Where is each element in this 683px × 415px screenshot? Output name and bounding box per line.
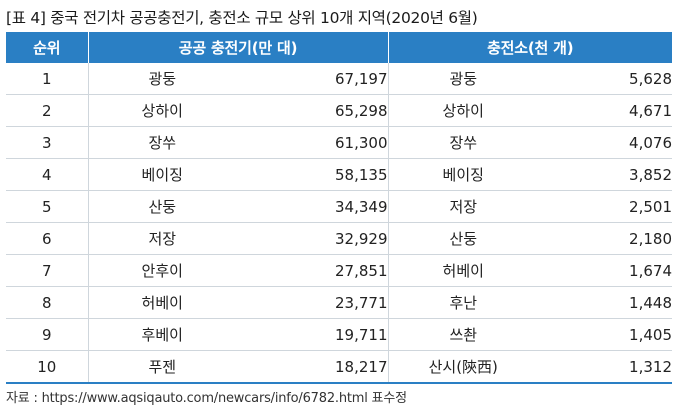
rank-cell: 5 — [6, 190, 88, 223]
charger-value-cell: 67,197 — [236, 63, 388, 95]
station-region-cell: 쓰촨 — [387, 318, 538, 351]
station-region-cell: 후난 — [387, 286, 538, 319]
station-region-cell: 베이징 — [387, 158, 538, 191]
station-value-cell: 3,852 — [538, 158, 672, 191]
table-row: 10 푸젠 18,217 산시(陝西) 1,312 — [6, 350, 672, 384]
header-stations: 충전소(천 개) — [387, 32, 672, 63]
charger-region-cell: 베이징 — [87, 158, 236, 191]
charger-value-cell: 32,929 — [236, 222, 388, 255]
station-value-cell: 1,312 — [538, 350, 672, 384]
header-chargers: 공공 충전기(만 대) — [87, 32, 388, 63]
station-value-cell: 1,448 — [538, 286, 672, 319]
station-region-cell: 산둥 — [387, 222, 538, 255]
rank-cell: 7 — [6, 254, 88, 287]
source-note: 자료 : https://www.aqsiqauto.com/newcars/i… — [6, 391, 407, 406]
table-row: 8 허베이 23,771 후난 1,448 — [6, 286, 672, 319]
charger-value-cell: 19,711 — [236, 318, 388, 351]
rank-cell: 1 — [6, 63, 88, 95]
charger-value-cell: 65,298 — [236, 94, 388, 127]
charger-value-cell: 27,851 — [236, 254, 388, 287]
charger-value-cell: 23,771 — [236, 286, 388, 319]
rank-cell: 9 — [6, 318, 88, 351]
table-number: [표 4] — [6, 9, 46, 27]
table-title: [표 4] 중국 전기차 공공충전기, 충전소 규모 상위 10개 지역(202… — [6, 6, 478, 28]
station-value-cell: 2,180 — [538, 222, 672, 255]
header-rank: 순위 — [6, 32, 88, 63]
charger-region-cell: 푸젠 — [87, 350, 236, 384]
station-region-cell: 산시(陝西) — [387, 350, 538, 384]
charger-value-cell: 61,300 — [236, 126, 388, 159]
table-row: 5 산둥 34,349 저장 2,501 — [6, 190, 672, 223]
header-row: 순위 공공 충전기(만 대) 충전소(천 개) — [6, 32, 672, 63]
table-title-text: 중국 전기차 공공충전기, 충전소 규모 상위 10개 지역(2020년 6월) — [50, 9, 478, 27]
station-value-cell: 5,628 — [538, 63, 672, 95]
charger-region-cell: 저장 — [87, 222, 236, 255]
station-region-cell: 광둥 — [387, 63, 538, 95]
table-row: 1 광둥 67,197 광둥 5,628 — [6, 63, 672, 95]
charger-value-cell: 58,135 — [236, 158, 388, 191]
charger-region-cell: 허베이 — [87, 286, 236, 319]
station-region-cell: 상하이 — [387, 94, 538, 127]
table-row: 2 상하이 65,298 상하이 4,671 — [6, 94, 672, 127]
station-value-cell: 1,405 — [538, 318, 672, 351]
table-row: 6 저장 32,929 산둥 2,180 — [6, 222, 672, 255]
station-value-cell: 4,671 — [538, 94, 672, 127]
rank-cell: 6 — [6, 222, 88, 255]
charger-value-cell: 34,349 — [236, 190, 388, 223]
charger-region-cell: 상하이 — [87, 94, 236, 127]
ranking-table: 순위 공공 충전기(만 대) 충전소(천 개) 1 광둥 67,197 광둥 5… — [6, 32, 672, 384]
table-row: 4 베이징 58,135 베이징 3,852 — [6, 158, 672, 191]
rank-cell: 4 — [6, 158, 88, 191]
station-region-cell: 저장 — [387, 190, 538, 223]
station-region-cell: 허베이 — [387, 254, 538, 287]
charger-region-cell: 산둥 — [87, 190, 236, 223]
station-value-cell: 1,674 — [538, 254, 672, 287]
charger-region-cell: 광둥 — [87, 63, 236, 95]
table-row: 9 후베이 19,711 쓰촨 1,405 — [6, 318, 672, 351]
table-row: 3 장쑤 61,300 장쑤 4,076 — [6, 126, 672, 159]
rank-cell: 8 — [6, 286, 88, 319]
station-value-cell: 4,076 — [538, 126, 672, 159]
rank-cell: 10 — [6, 350, 88, 384]
station-value-cell: 2,501 — [538, 190, 672, 223]
charger-region-cell: 안후이 — [87, 254, 236, 287]
charger-region-cell: 장쑤 — [87, 126, 236, 159]
table-row: 7 안후이 27,851 허베이 1,674 — [6, 254, 672, 287]
charger-value-cell: 18,217 — [236, 350, 388, 384]
rank-cell: 2 — [6, 94, 88, 127]
rank-cell: 3 — [6, 126, 88, 159]
station-region-cell: 장쑤 — [387, 126, 538, 159]
charger-region-cell: 후베이 — [87, 318, 236, 351]
